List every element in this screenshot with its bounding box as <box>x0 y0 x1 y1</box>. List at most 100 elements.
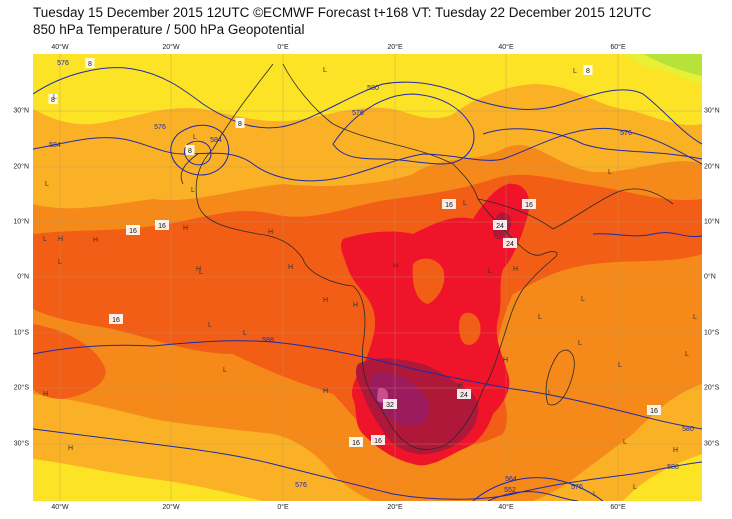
svg-text:576: 576 <box>295 482 307 489</box>
temp-band-20-24 <box>412 258 445 304</box>
svg-text:24: 24 <box>506 241 514 248</box>
lat-label-left: 20°N <box>13 163 29 171</box>
temp-band-8-12 <box>33 54 702 126</box>
low-pressure-marker: L <box>208 322 212 329</box>
geopotential-label: 576 <box>620 130 632 137</box>
high-pressure-marker: H <box>288 264 293 271</box>
low-pressure-marker: L <box>538 314 542 321</box>
lon-label-bottom: 40°W <box>51 504 69 511</box>
high-pressure-marker: H <box>513 266 518 273</box>
high-pressure-marker: H <box>393 263 398 270</box>
high-pressure-marker: H <box>458 382 463 389</box>
low-pressure-marker: L <box>693 314 697 321</box>
svg-text:8: 8 <box>238 121 242 128</box>
temperature-label: 8 <box>185 145 195 155</box>
lat-label-left: 10°N <box>13 218 29 226</box>
lat-label-left: 30°S <box>13 440 29 448</box>
lon-label-bottom: 40°E <box>498 504 514 511</box>
lat-label-right: 30°S <box>704 440 720 448</box>
svg-text:16: 16 <box>374 438 382 445</box>
lat-label-right: 10°S <box>704 329 720 337</box>
lat-label-right: 30°N <box>704 107 720 115</box>
low-pressure-marker: L <box>633 484 637 491</box>
high-pressure-marker: H <box>323 388 328 395</box>
geopotential-label: 588 <box>667 464 679 471</box>
lon-label-top: 40°W <box>51 44 69 51</box>
low-pressure-marker: L <box>685 351 689 358</box>
high-pressure-marker: H <box>323 297 328 304</box>
svg-text:8: 8 <box>188 148 192 155</box>
temperature-label: 8 <box>235 118 245 128</box>
lon-label-top: 20°E <box>387 44 403 51</box>
geopotential-label: 588 <box>262 337 274 344</box>
low-pressure-marker: L <box>548 390 552 397</box>
svg-text:576: 576 <box>57 60 69 67</box>
svg-text:584: 584 <box>49 142 61 149</box>
temperature-label: 16 <box>349 437 363 447</box>
lon-label-bottom: 60°E <box>610 504 626 511</box>
temperature-label: 24 <box>493 220 507 230</box>
temperature-label: 8 <box>85 58 95 68</box>
low-pressure-marker: L <box>608 169 612 176</box>
temp-band-above-32 <box>377 387 389 403</box>
high-pressure-marker: H <box>673 447 678 454</box>
low-pressure-marker: L <box>463 200 467 207</box>
low-pressure-marker: L <box>191 187 195 194</box>
low-pressure-marker: L <box>618 362 622 369</box>
chart-title: Tuesday 15 December 2015 12UTC ©ECMWF Fo… <box>33 5 652 20</box>
low-pressure-marker: L <box>199 269 203 276</box>
low-pressure-marker: L <box>578 340 582 347</box>
geopotential-label: 584 <box>49 142 61 149</box>
svg-text:576: 576 <box>571 484 583 491</box>
low-pressure-marker: L <box>58 259 62 266</box>
svg-text:24: 24 <box>460 392 468 399</box>
graticule <box>33 54 702 501</box>
svg-text:576: 576 <box>352 110 364 117</box>
lon-label-bottom: 20°W <box>162 504 180 511</box>
low-pressure-marker: L <box>53 94 57 101</box>
forecast-map: 576 8 8 580 576 584 8 576 8 584 8 576 16 16 16 16 24 24 16… <box>33 54 702 501</box>
lat-label-left: 30°N <box>13 107 29 115</box>
low-pressure-marker: L <box>45 181 49 188</box>
svg-text:576: 576 <box>154 124 166 131</box>
high-pressure-marker: H <box>196 266 201 273</box>
lat-label-left: 10°S <box>13 329 29 337</box>
high-pressure-marker: H <box>353 302 358 309</box>
svg-text:564: 564 <box>505 476 517 483</box>
geopotential-label: 564 <box>505 476 517 483</box>
temp-band-above-32 <box>369 372 430 426</box>
low-pressure-marker: L <box>223 367 227 374</box>
high-pressure-marker: H <box>68 445 73 452</box>
geopotential-contours <box>33 67 702 501</box>
svg-text:32: 32 <box>386 402 394 409</box>
low-pressure-marker: L <box>581 296 585 303</box>
lat-label-right: 10°N <box>704 218 720 226</box>
geopotential-label: 576 <box>154 124 166 131</box>
temp-band-0-4 <box>643 54 702 76</box>
geopotential-label: 576 <box>571 484 583 491</box>
temperature-label: 24 <box>503 238 517 248</box>
geopotential-label: 552 <box>504 487 516 494</box>
svg-text:8: 8 <box>51 97 55 104</box>
chart-subtitle: 850 hPa Temperature / 500 hPa Geopotenti… <box>33 22 305 37</box>
low-pressure-marker: L <box>573 68 577 75</box>
low-pressure-marker: L <box>243 330 247 337</box>
geopotential-label: 584 <box>210 137 222 144</box>
temperature-label: 32 <box>383 399 397 409</box>
temp-band-20-24 <box>33 324 106 399</box>
lon-label-bottom: 20°E <box>387 504 403 511</box>
svg-text:16: 16 <box>352 440 360 447</box>
svg-text:16: 16 <box>158 223 166 230</box>
geopotential-label: 576 <box>352 110 364 117</box>
temperature-label: 16 <box>109 314 123 324</box>
svg-text:588: 588 <box>667 464 679 471</box>
geopotential-label: 576 <box>295 482 307 489</box>
lat-label-right: 20°S <box>704 384 720 392</box>
low-pressure-marker: L <box>323 67 327 74</box>
svg-text:580: 580 <box>682 426 694 433</box>
temp-band-8-12 <box>623 454 702 501</box>
high-pressure-marker: H <box>93 237 98 244</box>
temperature-label: 8 <box>583 65 593 75</box>
lon-label-top: 40°E <box>498 44 514 51</box>
geopotential-label: 580 <box>682 426 694 433</box>
